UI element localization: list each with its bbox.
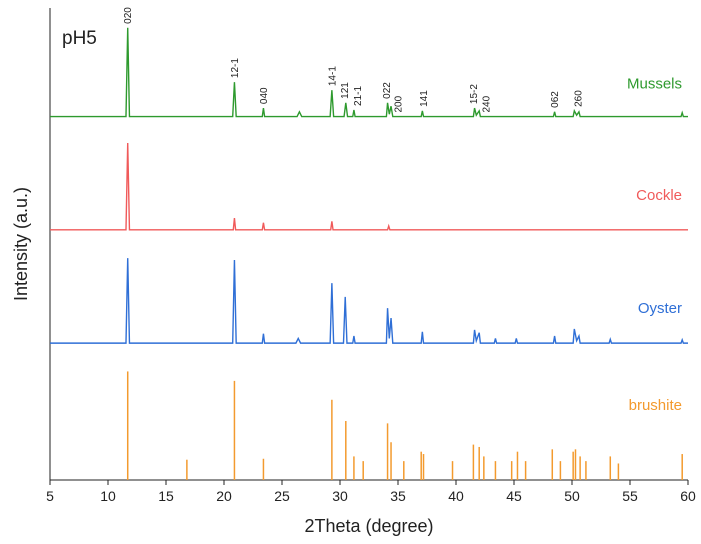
series-line	[50, 258, 688, 344]
peak-label: 200	[394, 95, 405, 112]
peak-label: 022	[382, 82, 393, 99]
x-tick-label: 30	[332, 488, 348, 504]
peak-label: 062	[550, 91, 561, 108]
x-axis-label: 2Theta (degree)	[304, 516, 433, 536]
series-line	[50, 27, 688, 118]
x-tick-label: 50	[564, 488, 580, 504]
x-tick-label: 25	[274, 488, 290, 504]
peak-label: 121	[340, 82, 351, 99]
peak-label: 040	[259, 87, 270, 104]
peak-label: 240	[482, 95, 493, 112]
series-label: Cockle	[636, 187, 682, 204]
x-tick-label: 5	[46, 488, 54, 504]
peak-label: 15-2	[469, 84, 480, 104]
series-line	[50, 142, 688, 231]
x-tick-label: 20	[216, 488, 232, 504]
x-tick-label: 60	[680, 488, 696, 504]
y-axis-label: Intensity (a.u.)	[11, 187, 31, 301]
x-tick-label: 40	[448, 488, 464, 504]
peak-label: 260	[573, 90, 584, 107]
x-tick-label: 15	[158, 488, 174, 504]
peak-label: 12-1	[230, 58, 241, 78]
peak-label: 14-1	[327, 66, 338, 86]
series-label: brushite	[629, 397, 682, 414]
peak-label: 21-1	[353, 85, 364, 105]
x-tick-label: 10	[100, 488, 116, 504]
peak-label: 020	[123, 7, 134, 24]
x-tick-label: 45	[506, 488, 522, 504]
series-label: Oyster	[638, 300, 682, 317]
x-tick-label: 35	[390, 488, 406, 504]
x-tick-label: 55	[622, 488, 638, 504]
peak-label: 141	[419, 90, 430, 107]
chart-annotation: pH5	[62, 28, 97, 49]
series-label: Mussels	[627, 76, 682, 93]
